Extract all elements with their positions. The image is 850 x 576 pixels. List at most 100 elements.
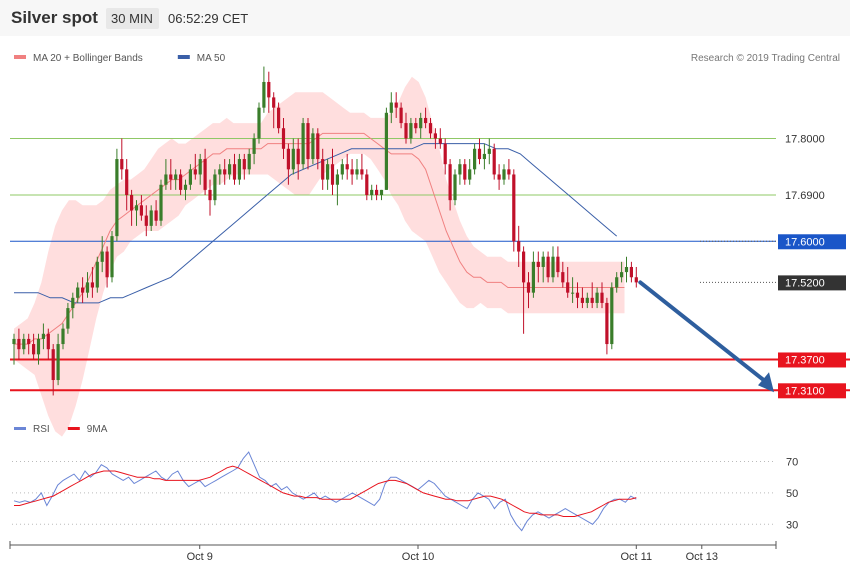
candle-body — [414, 123, 418, 129]
candle — [100, 236, 104, 273]
candle-body — [531, 261, 535, 293]
candle-body — [487, 148, 491, 154]
interval-selector[interactable] — [106, 8, 159, 29]
candle — [61, 323, 65, 350]
candle — [203, 148, 207, 196]
level-label-3: 17.5200 — [785, 277, 825, 289]
candle-body — [247, 153, 251, 170]
candle-body — [566, 282, 570, 293]
level-tag-2 — [778, 234, 846, 250]
candle-body — [522, 251, 526, 283]
forecast-arrow-layer — [638, 280, 774, 393]
candle-body — [281, 128, 286, 149]
horizontal-level-layer — [10, 138, 850, 392]
candle — [154, 200, 158, 226]
candle-body — [41, 333, 45, 339]
instrument-title: Silver spot — [11, 8, 98, 27]
level-tag-4 — [778, 352, 846, 368]
candle-body — [424, 117, 428, 124]
candle — [213, 169, 217, 206]
candle — [399, 102, 403, 129]
candle-body — [517, 241, 521, 252]
candle — [497, 164, 501, 190]
candle — [252, 133, 256, 165]
candle-body — [242, 159, 246, 170]
candle — [95, 256, 99, 293]
candle — [448, 159, 452, 211]
candle-body — [546, 256, 550, 278]
candle — [502, 164, 506, 185]
candle — [546, 251, 550, 283]
candle-body — [22, 338, 26, 350]
candle-body — [262, 81, 266, 108]
candle — [169, 159, 173, 190]
legend-layer: MA 20 + Bollinger Bands MA 50 Research © 2… — [14, 53, 840, 64]
candle-body — [213, 174, 217, 201]
candle-body — [473, 148, 477, 170]
candle — [615, 272, 619, 293]
candle — [326, 159, 330, 190]
x-tick-label-0: Oct 9 — [187, 551, 213, 563]
candle-body — [100, 251, 104, 262]
candle — [223, 159, 227, 185]
candle — [218, 164, 222, 185]
rsi_ma-line — [14, 465, 637, 517]
candle — [585, 292, 589, 309]
forecast-arrow-head — [758, 372, 774, 393]
candle-body — [120, 159, 124, 170]
candle — [566, 266, 570, 298]
level-tag-5 — [778, 383, 846, 399]
candle-body — [507, 169, 511, 175]
level-label-2: 17.6000 — [785, 236, 825, 248]
x-tick-label-3: Oct 13 — [686, 551, 718, 563]
level-label-1: 17.6900 — [785, 190, 825, 202]
candle — [267, 71, 271, 113]
candle — [350, 159, 354, 185]
candle — [482, 143, 486, 170]
candle-body — [316, 133, 320, 160]
candle-body — [134, 205, 139, 211]
candle-body — [183, 184, 188, 190]
legend-label-1: MA 50 — [197, 53, 226, 64]
candle — [262, 66, 266, 113]
candle — [179, 169, 183, 196]
candle-body — [257, 107, 261, 139]
candle-body — [188, 169, 192, 185]
rsi-legend-label-1: 9MA — [87, 424, 108, 435]
candle-body — [624, 266, 629, 273]
candle — [272, 92, 276, 129]
candle — [242, 153, 246, 180]
legend-label-0: MA 20 + Bollinger Bands — [33, 53, 143, 64]
candle-body — [556, 256, 560, 273]
candle-body — [179, 174, 183, 190]
candle-body — [208, 189, 212, 201]
candle — [81, 277, 85, 303]
candle — [71, 292, 75, 319]
candle — [512, 169, 516, 252]
candle-body — [36, 338, 41, 355]
candle — [345, 153, 349, 180]
rsi-tick-1: 50 — [786, 488, 798, 500]
candle-body — [335, 174, 339, 185]
candle — [458, 159, 462, 185]
candle-body — [394, 102, 398, 108]
candle-body — [610, 287, 614, 345]
candle-body — [355, 169, 359, 175]
candle-body — [482, 153, 486, 160]
candle-body — [154, 210, 158, 221]
candle-body — [350, 169, 354, 175]
candle-body — [125, 169, 129, 196]
candle — [477, 138, 482, 165]
candle-body — [218, 169, 222, 175]
candle — [620, 261, 624, 283]
candle-body — [277, 107, 281, 129]
candle — [487, 138, 491, 165]
candle — [384, 107, 388, 190]
candle-body — [130, 195, 134, 211]
candle — [536, 251, 540, 283]
candle-body — [85, 282, 90, 293]
candle-body — [12, 338, 16, 345]
candle-body — [228, 164, 232, 175]
interval-label[interactable]: 30 MIN — [111, 11, 153, 26]
candle-body — [600, 292, 604, 303]
